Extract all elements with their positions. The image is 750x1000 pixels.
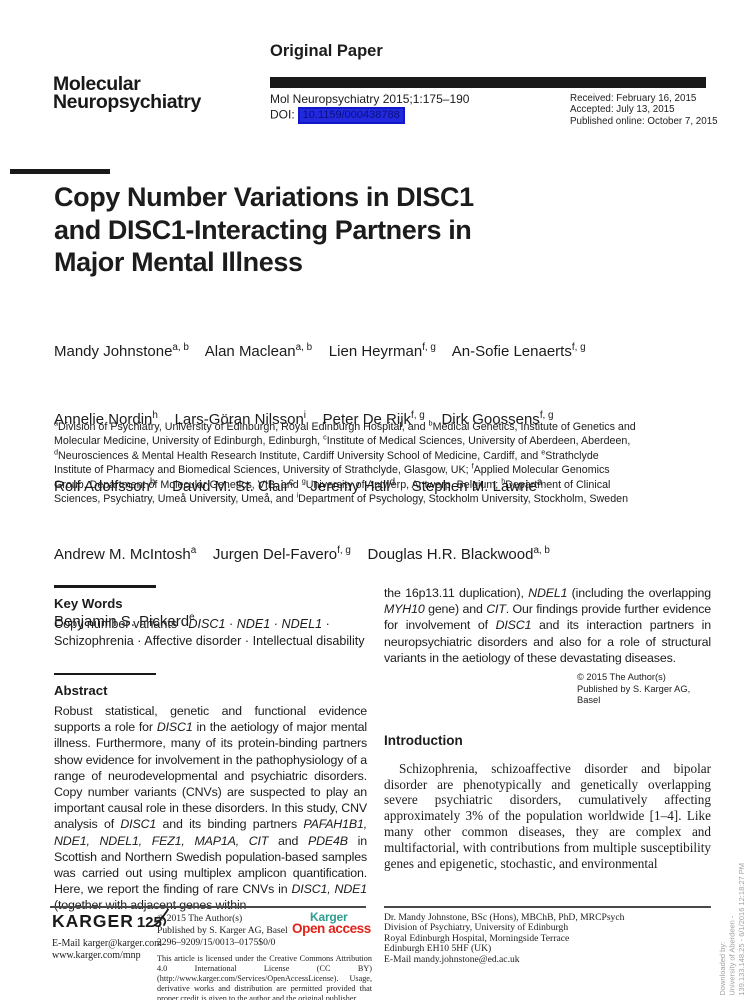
watermark-line: Downloaded by:	[717, 942, 727, 996]
imprint-publisher: Published by S. Karger AG, Basel	[157, 924, 288, 936]
imprint-issn-code: 2296–9209/15/0013–0175$0/0	[157, 936, 276, 948]
download-watermark: Downloaded by: University of Aberdeen - …	[718, 863, 747, 996]
footer-imprint: © 2015 The Author(s) Published by S. Kar…	[157, 913, 372, 1000]
contact-line: Royal Edinburgh Hospital, Morningside Te…	[384, 932, 570, 944]
contact-email-link[interactable]: E-Mail mandy.johnstone@ed.ac.uk	[384, 953, 520, 965]
header-rule	[270, 77, 706, 88]
article-title: Copy Number Variations in DISC1 and DISC…	[54, 181, 474, 279]
journal-logo-line1: Molecular	[53, 73, 141, 95]
author-list: Mandy Johnstonea, b Alan Macleana, b Lie…	[54, 296, 704, 679]
journal-logo-line2: Neuropsychiatry	[53, 90, 201, 113]
introduction-heading: Introduction	[384, 732, 463, 748]
doi-link[interactable]: 10.1159/000438788	[297, 107, 405, 124]
open-access-logo-karger: Karger	[310, 910, 348, 924]
abstract-heading: Abstract	[54, 683, 108, 698]
karger-contact: E-Mail karger@karger.com www.karger.com/…	[52, 938, 162, 961]
published-date: Published online: October 7, 2015	[570, 115, 718, 127]
watermark-line: 139.133.148.25 - 6/1/2016 12:18:27 PM	[736, 863, 746, 996]
keywords-body: Copy number variants · DISC1 · NDE1 · ND…	[54, 616, 365, 649]
article-dates: Received: February 16, 2015 Accepted: Ju…	[570, 93, 718, 127]
title-line: Copy Number Variations in DISC1	[54, 182, 474, 212]
corresponding-author-block: Dr. Mandy Johnstone, BSc (Hons), MBChB, …	[384, 912, 625, 965]
karger-125-swoosh-icon	[151, 908, 169, 927]
author-line: Mandy Johnstonea, b Alan Macleana, b Lie…	[54, 342, 586, 360]
title-line: and DISC1-Interacting Partners in	[54, 214, 472, 245]
karger-open-access-logo: Karger Open access	[292, 911, 380, 936]
abstract-section: Abstract Robust statistical, genetic and…	[54, 672, 368, 914]
journal-logo: Molecular Neuropsychiatry	[53, 73, 201, 113]
author-line: Benjamin S. Pickarde	[54, 612, 195, 630]
publisher-line: Published by S. Karger AG, Basel	[577, 683, 691, 706]
copyright-line: © 2015 The Author(s)	[577, 672, 666, 683]
author-line: Andrew M. McIntosha Jurgen Del-Faverof, …	[54, 544, 550, 563]
open-access-logo-open-access: Open access	[292, 921, 371, 936]
footer-rule-right	[384, 906, 711, 908]
abstract-copyright: © 2015 The Author(s) Published by S. Kar…	[577, 672, 711, 707]
karger-125-text: 125	[136, 914, 162, 931]
author-line: Rolf Adolfssonh David M. St. Clairc Jere…	[54, 477, 543, 495]
accepted-date: Accepted: July 13, 2015	[570, 104, 675, 116]
abstract-text-col1: Robust statistical, genetic and function…	[54, 704, 368, 912]
title-rule	[10, 169, 110, 174]
introduction-paragraph: Schizophrenia, schizoaffective disorder …	[384, 760, 711, 871]
abstract-text-col2: the 16p13.11 duplication), NDEL1 (includ…	[384, 586, 712, 665]
karger-logo: KARGER 125	[52, 908, 169, 932]
left-column: Key Words Copy number variants · DISC1 ·…	[54, 585, 367, 914]
doi-row: DOI: 10.1159/000438788	[270, 107, 405, 124]
imprint-copyright: © 2015 The Author(s)	[157, 913, 243, 924]
karger-web-link[interactable]: www.karger.com/mnp	[52, 949, 141, 961]
abstract-rule	[54, 672, 156, 675]
section-label: Original Paper	[270, 42, 383, 60]
keywords-heading: Key Words	[54, 595, 123, 611]
right-column: the 16p13.11 duplication), NDEL1 (includ…	[384, 585, 711, 871]
karger-email-link[interactable]: E-Mail karger@karger.com	[52, 938, 162, 949]
affiliations: aDivision of Psychiatry, University of E…	[54, 418, 636, 506]
author-line: Annelie Nordinh Lars-Göran Nilssoni Pete…	[54, 409, 554, 428]
contact-line: Dr. Mandy Johnstone, BSc (Hons), MBChB, …	[384, 912, 625, 923]
download-watermark-text: Downloaded by: University of Aberdeen - …	[718, 863, 747, 996]
contact-line: Edinburgh EH10 5HF (UK)	[384, 943, 492, 955]
karger-wordmark: KARGER	[52, 911, 134, 931]
license-text: This article is licensed under the Creat…	[157, 954, 372, 1000]
footer-rule-left	[50, 906, 366, 908]
received-date: Received: February 16, 2015	[570, 93, 697, 104]
contact-line: Division of Psychiatry, University of Ed…	[384, 922, 569, 934]
journal-citation: Mol Neuropsychiatry 2015;1:175–190	[270, 92, 470, 106]
doi-label: DOI:	[270, 107, 295, 122]
karger-125: 125	[136, 908, 169, 931]
keywords-rule	[54, 585, 156, 588]
watermark-line: University of Aberdeen -	[727, 915, 736, 996]
title-line: Major Mental Illness	[54, 247, 303, 277]
